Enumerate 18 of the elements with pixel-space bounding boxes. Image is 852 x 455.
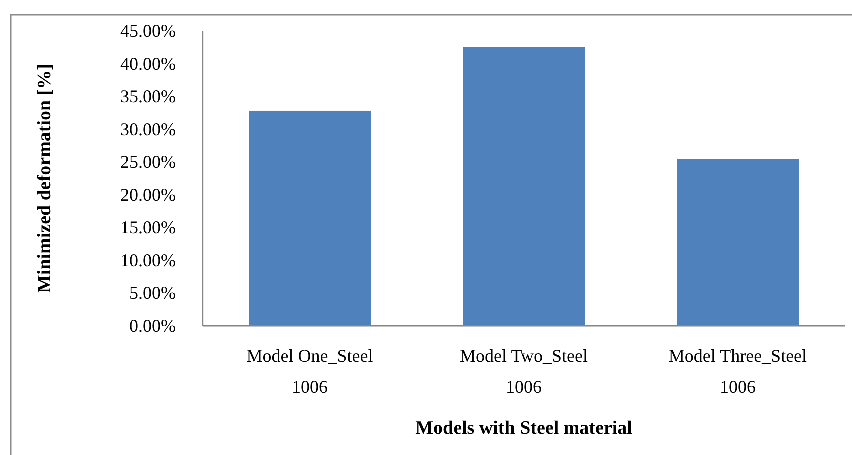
x-axis-title: Models with Steel material xyxy=(416,418,632,439)
x-tick-label: Model Two_Steel 1006 xyxy=(460,346,588,397)
y-tick-label: 40.00% xyxy=(120,54,176,74)
y-tick-label: 10.00% xyxy=(120,250,176,270)
y-tick-label: 0.00% xyxy=(130,316,176,336)
bar xyxy=(463,47,585,326)
y-tick-label: 30.00% xyxy=(120,119,176,140)
y-tick-label: 25.00% xyxy=(120,152,176,172)
bar xyxy=(249,110,371,326)
y-tick-label: 5.00% xyxy=(130,283,176,304)
x-tick-label: Model One_Steel 1006 xyxy=(246,346,374,397)
y-tick-label: 35.00% xyxy=(120,86,176,107)
x-tick-label: Model Three_Steel 1006 xyxy=(668,346,808,397)
bar xyxy=(677,159,799,326)
y-tick-label: 20.00% xyxy=(120,184,176,205)
y-tick-label: 45.00% xyxy=(120,21,176,41)
y-axis-title: Minimized deformation [%] xyxy=(34,64,56,294)
y-tick-label: 15.00% xyxy=(120,218,176,238)
